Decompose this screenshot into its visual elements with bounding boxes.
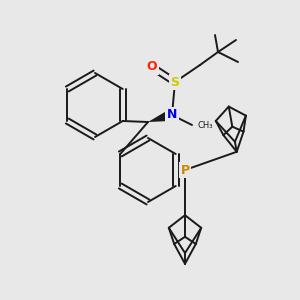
Text: S: S: [170, 76, 179, 88]
Polygon shape: [148, 109, 170, 122]
Text: CH₃: CH₃: [197, 121, 212, 130]
Text: O: O: [147, 61, 157, 74]
Text: P: P: [180, 164, 190, 176]
Text: N: N: [167, 109, 177, 122]
